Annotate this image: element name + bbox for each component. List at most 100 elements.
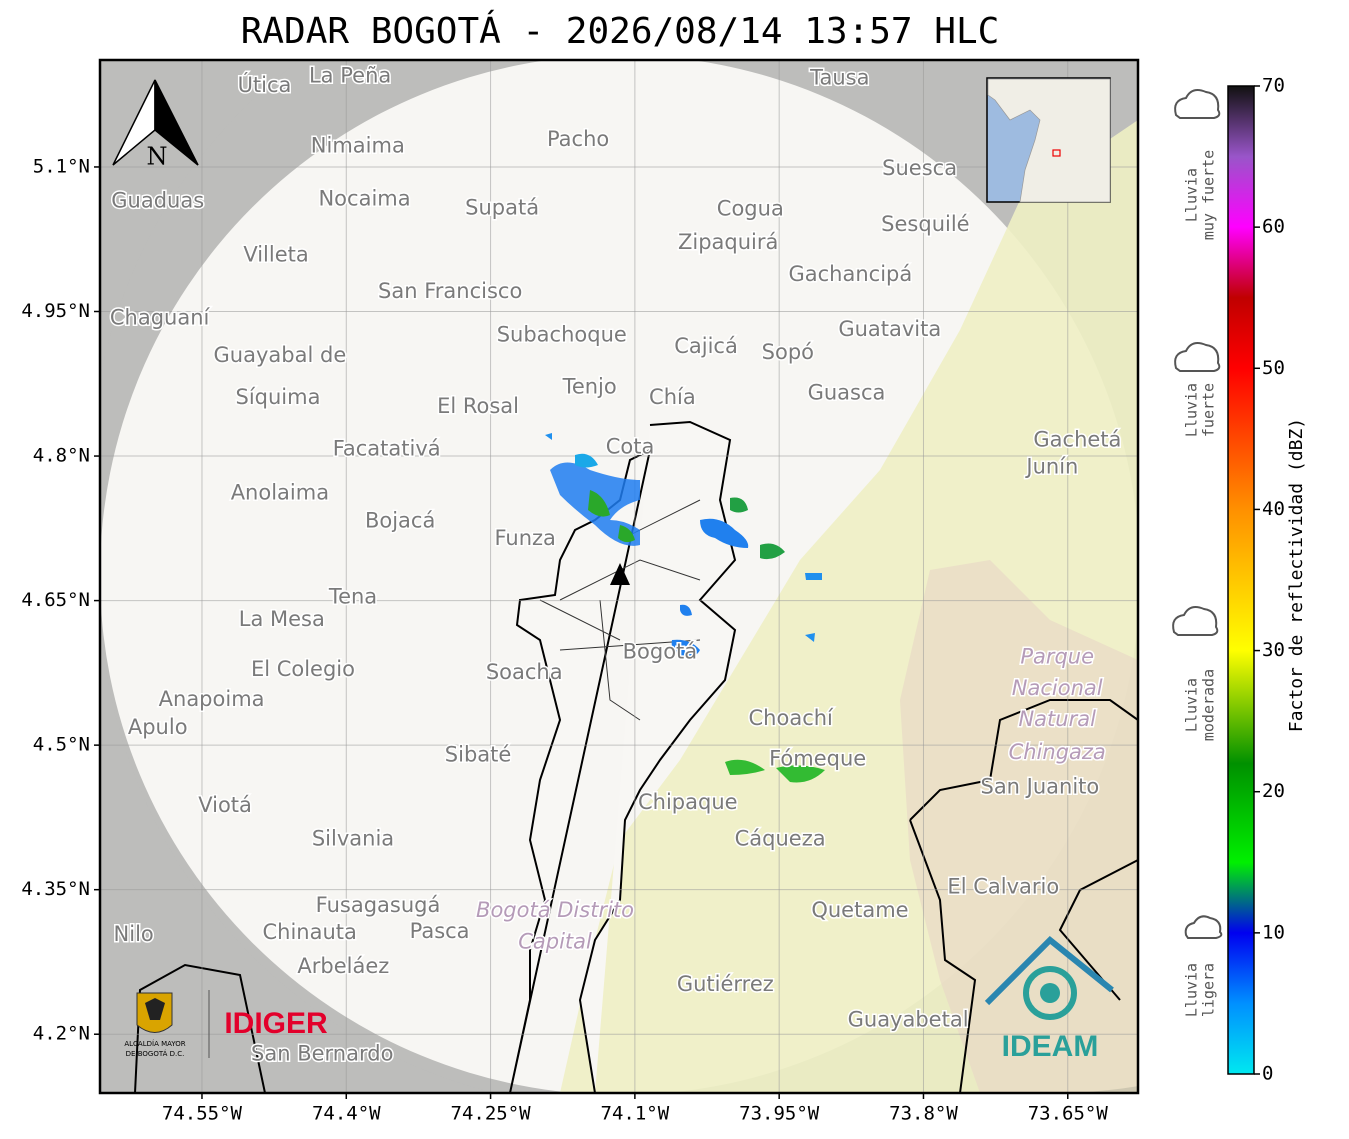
rain-icons	[1172, 89, 1223, 939]
place-label: Fusagasugá	[316, 893, 441, 917]
place-label: Choachí	[749, 706, 835, 730]
places: La Peña Útica Tausa Pacho Nimaima Guaduas Noca…	[108, 62, 1123, 1067]
y-tick-label: 4.2°N	[33, 1023, 90, 1045]
place-label: Sibaté	[445, 743, 512, 767]
x-tick-label: 74.4°W	[312, 1103, 381, 1125]
title: RADAR BOGOTÁ - 2026/08/14 13:57 HLC	[241, 10, 1000, 52]
colorbar-tick-label: 60	[1262, 216, 1285, 238]
place-label: Facatativá	[333, 436, 441, 460]
logo-text: ALCALDÍA MAYOR	[124, 1039, 185, 1048]
radar-site	[610, 563, 630, 585]
place-label: Tena	[328, 585, 377, 609]
place-label: Subachoque	[497, 323, 627, 347]
rain-label: ligera	[1200, 963, 1218, 1017]
place-label: Gachancipá	[788, 262, 912, 286]
place-label: Gutiérrez	[677, 972, 774, 996]
place-label: El Rosal	[437, 394, 519, 418]
place-label: Pasca	[410, 919, 470, 943]
boundary	[909, 699, 1138, 1093]
place-label: Suesca	[882, 156, 957, 180]
rain-label: Lluvia	[1183, 963, 1201, 1017]
place-label: Tenjo	[562, 375, 617, 399]
logo-ideam: IDEAM	[984, 935, 1114, 1063]
place-label: Zipaquirá	[678, 230, 778, 254]
logo-text: DE BOGOTÁ D.C.	[126, 1049, 185, 1058]
inset-map	[986, 77, 1111, 203]
colorbar	[1227, 85, 1255, 1075]
place-label: Cajicá	[674, 334, 738, 358]
colorbar-tick-label: 10	[1262, 921, 1285, 943]
rain-label: moderada	[1200, 669, 1218, 741]
place-label: San Francisco	[378, 279, 522, 303]
y-tick-label: 4.5°N	[33, 734, 90, 756]
x-tick-label: 73.95°W	[739, 1103, 820, 1125]
place-label: Capital	[518, 930, 592, 954]
y-tick-label: 4.8°N	[33, 445, 90, 467]
place-label: Soacha	[486, 660, 563, 684]
place-label: Sesquilé	[881, 212, 969, 236]
place-label: Cogua	[717, 196, 784, 220]
logo-alcaldia: ALCALDÍA MAYOR DE BOGOTÁ D.C. IDIGER	[124, 990, 328, 1058]
rain-label: Lluvia	[1183, 383, 1201, 437]
place-label: Nocaima	[318, 187, 410, 211]
place-label: Guasca	[808, 380, 886, 404]
place-label: El Calvario	[947, 875, 1059, 899]
place-label: Útica	[238, 72, 292, 97]
place-label: Chía	[649, 385, 696, 409]
place-label: La Mesa	[239, 607, 325, 631]
place-label: Cáqueza	[735, 827, 826, 851]
x-tick-label: 74.1°W	[601, 1103, 670, 1125]
x-tick-label: 74.25°W	[451, 1103, 532, 1125]
y-tick-label: 4.35°N	[21, 878, 90, 900]
colorbar-tick-label: 30	[1262, 639, 1285, 661]
place-label: Chipaque	[638, 790, 738, 814]
place-label: Supatá	[465, 195, 539, 219]
grid	[100, 60, 1138, 1093]
place-label: Cota	[606, 434, 655, 458]
ideam-logo: IDEAM	[1002, 1030, 1099, 1063]
localities	[539, 499, 701, 721]
place-label: Fómeque	[769, 747, 866, 771]
colorbar-tick-label: 0	[1262, 1063, 1273, 1085]
x-tick-label: 73.65°W	[1028, 1103, 1109, 1125]
place-label: Natural	[1018, 707, 1096, 731]
place-label: Sopó	[762, 340, 814, 364]
place-label: Viotá	[198, 793, 252, 817]
map-area: La Peña Útica Tausa Pacho Nimaima Guaduas Noca…	[100, 60, 1138, 1093]
colorbar-tick-label: 40	[1262, 498, 1285, 520]
place-label: Chingaza	[1009, 740, 1106, 764]
place-label: El Colegio	[251, 657, 355, 681]
y-tick-label: 4.65°N	[21, 589, 90, 611]
rain-label: Lluvia	[1183, 678, 1201, 732]
y-tick-label: 4.95°N	[21, 300, 90, 322]
place-label: Funza	[494, 526, 555, 550]
place-label: Bogotá Distrito	[476, 898, 634, 922]
place-label: Guayabetal	[848, 1008, 969, 1032]
place-label: Anolaima	[231, 481, 329, 505]
x-tick-label: 73.8°W	[889, 1103, 958, 1125]
radar-echoes	[545, 433, 825, 783]
colorbar-ticks: 0 10 20 30 40 50 60 70	[1254, 75, 1285, 1085]
place-label: San Bernardo	[251, 1041, 393, 1065]
place-label: Junín	[1024, 455, 1078, 479]
place-label: Chaguaní	[110, 305, 211, 329]
rain-label: fuerte	[1200, 383, 1218, 437]
place-label: Pacho	[547, 127, 609, 151]
colorbar-tick-label: 50	[1262, 357, 1285, 379]
north-label: N	[147, 143, 168, 171]
colorbar-tick-label: 20	[1262, 780, 1285, 802]
place-label: Guaduas	[111, 189, 204, 213]
place-label: Síquima	[235, 385, 320, 409]
place-label: Villeta	[243, 243, 308, 267]
colorbar-tick-label: 70	[1262, 75, 1285, 97]
place-label: Chinauta	[263, 920, 357, 944]
colorbar-label: Factor de reflectividad (dBZ)	[1286, 418, 1307, 732]
axes: 74.55°W 74.4°W 74.25°W 74.1°W 73.95°W 73.8°W 7…	[21, 155, 1108, 1124]
x-tick-label: 74.55°W	[162, 1103, 243, 1125]
place-label: Nimaima	[311, 134, 405, 158]
place-label: Guatavita	[838, 317, 941, 341]
place-label: Silvania	[312, 827, 394, 851]
place-label: Arbeláez	[297, 954, 389, 978]
